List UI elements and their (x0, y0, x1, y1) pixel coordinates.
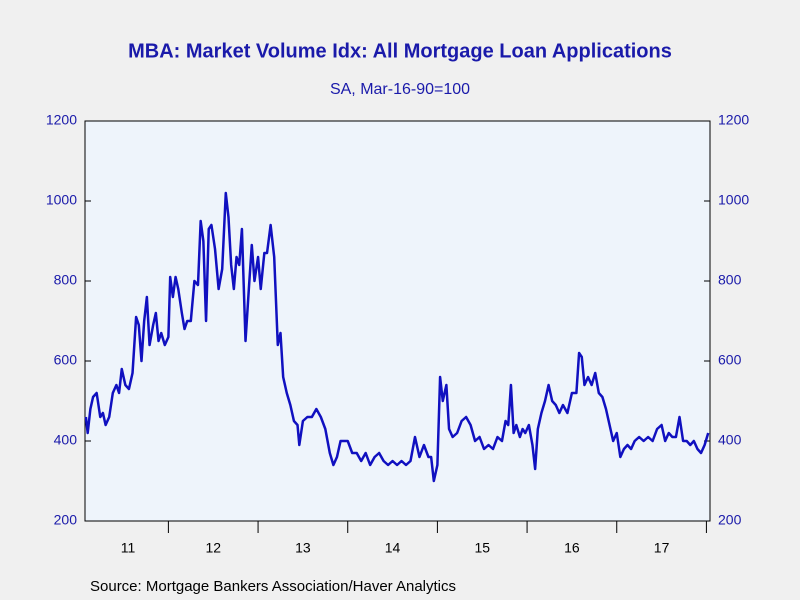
x-tick-label: 17 (654, 540, 670, 556)
y-tick-label-left: 200 (54, 512, 78, 528)
y-tick-label-right: 1000 (718, 192, 749, 208)
y-tick-label-right: 200 (718, 512, 742, 528)
x-tick-label: 13 (295, 540, 311, 556)
x-tick-label: 15 (474, 540, 490, 556)
y-tick-label-left: 800 (54, 272, 78, 288)
y-tick-label-left: 400 (54, 432, 78, 448)
x-tick-label: 14 (385, 540, 401, 556)
y-tick-label-right: 600 (718, 352, 742, 368)
data-line (84, 191, 710, 483)
plot-area (84, 120, 711, 522)
y-tick-label-right: 800 (718, 272, 742, 288)
y-tick-label-left: 1000 (46, 192, 77, 208)
chart-title: MBA: Market Volume Idx: All Mortgage Loa… (128, 40, 672, 62)
y-tick-label-right: 1200 (718, 112, 749, 128)
y-tick-label-left: 1200 (46, 112, 77, 128)
y-tick-label-right: 400 (718, 432, 742, 448)
x-tick-label: 16 (564, 540, 580, 556)
y-tick-label-left: 600 (54, 352, 78, 368)
source-note: Source: Mortgage Bankers Association/Hav… (90, 578, 456, 595)
x-tick-label: 12 (205, 540, 221, 556)
chart-subtitle: SA, Mar-16-90=100 (330, 81, 470, 98)
x-tick-label: 11 (121, 540, 136, 556)
